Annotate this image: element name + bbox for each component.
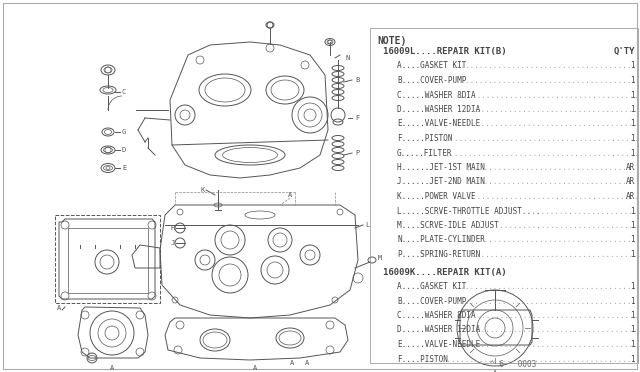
Text: ......................................................................: ........................................… xyxy=(451,282,640,291)
Text: F.....PISTON: F.....PISTON xyxy=(397,134,452,143)
Text: ..................................................................: ........................................… xyxy=(462,326,640,334)
Text: B....COVER-PUMP: B....COVER-PUMP xyxy=(397,76,467,85)
Text: 1: 1 xyxy=(630,355,635,363)
Text: AR: AR xyxy=(626,177,635,186)
Text: ......................................................................: ........................................… xyxy=(451,296,640,305)
Text: ...............................................: ........................................… xyxy=(508,206,640,215)
Text: ..................................................................: ........................................… xyxy=(462,250,640,259)
Text: M: M xyxy=(378,255,382,261)
Text: P: P xyxy=(355,150,359,156)
Text: 16009L....REPAIR KIT(B): 16009L....REPAIR KIT(B) xyxy=(383,47,507,56)
Text: A: A xyxy=(253,365,257,371)
Bar xyxy=(68,228,148,293)
Text: F: F xyxy=(355,115,359,121)
Text: ...................................................................: ........................................… xyxy=(458,90,640,99)
Text: 1: 1 xyxy=(630,235,635,244)
Text: F....PISTON: F....PISTON xyxy=(397,355,448,363)
Text: N....PLATE-CYLINDER: N....PLATE-CYLINDER xyxy=(397,235,485,244)
Text: .................................................................: ........................................… xyxy=(465,177,640,186)
Text: B....COVER-PUMP: B....COVER-PUMP xyxy=(397,296,467,305)
Text: 1: 1 xyxy=(630,134,635,143)
Text: ...................................................................: ........................................… xyxy=(458,192,640,201)
Text: 1: 1 xyxy=(630,119,635,128)
Text: ^ 6   0003: ^ 6 0003 xyxy=(490,360,536,369)
Text: NOTE): NOTE) xyxy=(377,36,406,46)
Text: 1: 1 xyxy=(630,221,635,230)
Text: E: E xyxy=(122,165,126,171)
Text: K.....POWER VALVE: K.....POWER VALVE xyxy=(397,192,476,201)
Text: D.....WASHER 12DIA: D.....WASHER 12DIA xyxy=(397,326,480,334)
Text: ..................................................................: ........................................… xyxy=(462,105,640,114)
Text: H: H xyxy=(171,225,175,231)
Text: ............................................................: ........................................… xyxy=(476,221,640,230)
Text: 1: 1 xyxy=(630,61,635,71)
Text: ..........................................................................: ........................................… xyxy=(440,134,640,143)
Text: 1: 1 xyxy=(630,296,635,305)
Text: C: C xyxy=(122,89,126,95)
Text: D: D xyxy=(122,147,126,153)
Text: J: J xyxy=(171,240,175,246)
Text: L: L xyxy=(365,222,369,228)
Text: K: K xyxy=(201,187,205,193)
Text: A: A xyxy=(305,360,309,366)
Text: C.....WASHER 8DIA: C.....WASHER 8DIA xyxy=(397,311,476,320)
Text: Q'TY: Q'TY xyxy=(614,47,635,56)
Text: .................................................................: ........................................… xyxy=(465,235,640,244)
Text: A: A xyxy=(290,360,294,366)
Text: M....SCRVE-IDLE ADJUST: M....SCRVE-IDLE ADJUST xyxy=(397,221,499,230)
Text: .................................................................: ........................................… xyxy=(465,163,640,172)
Text: D.....WASHER 12DIA: D.....WASHER 12DIA xyxy=(397,105,480,114)
Text: 1: 1 xyxy=(630,90,635,99)
Text: 1: 1 xyxy=(630,250,635,259)
Bar xyxy=(55,215,160,303)
Text: 1: 1 xyxy=(630,311,635,320)
Text: A: A xyxy=(110,365,114,371)
Text: A....GASKET KIT: A....GASKET KIT xyxy=(397,61,467,71)
Text: 1: 1 xyxy=(630,148,635,157)
Text: ..................................................................: ........................................… xyxy=(462,119,640,128)
Text: A: A xyxy=(288,192,292,198)
Text: L.....SCRVE-THROTTLE ADJUST....: L.....SCRVE-THROTTLE ADJUST.... xyxy=(397,206,540,215)
Text: C.....WASHER 8DIA: C.....WASHER 8DIA xyxy=(397,90,476,99)
Text: P....SPRING-RETURN: P....SPRING-RETURN xyxy=(397,250,480,259)
Text: 1: 1 xyxy=(630,76,635,85)
Text: B: B xyxy=(355,77,359,83)
Text: ............................................................................: ........................................… xyxy=(437,355,640,363)
Text: E.....VALVE-NEEDLE: E.....VALVE-NEEDLE xyxy=(397,340,480,349)
Text: A: A xyxy=(493,370,497,372)
Text: E.....VALVE-NEEDLE: E.....VALVE-NEEDLE xyxy=(397,119,480,128)
Text: 1: 1 xyxy=(630,340,635,349)
Text: ..................................................................: ........................................… xyxy=(462,340,640,349)
Text: A: A xyxy=(57,305,61,311)
Text: G: G xyxy=(122,129,126,135)
Text: ......................................................................: ........................................… xyxy=(451,61,640,71)
Text: AR: AR xyxy=(626,192,635,201)
Text: ...................................................................: ........................................… xyxy=(458,311,640,320)
Text: N: N xyxy=(345,55,349,61)
Text: 1: 1 xyxy=(630,326,635,334)
Text: ..........................................................................: ........................................… xyxy=(440,148,640,157)
Text: ......................................................................: ........................................… xyxy=(451,76,640,85)
Text: 1: 1 xyxy=(630,282,635,291)
Text: 1: 1 xyxy=(630,206,635,215)
Text: 1: 1 xyxy=(630,105,635,114)
Text: J......JET-2ND MAIN: J......JET-2ND MAIN xyxy=(397,177,485,186)
Text: 16009K....REPAIR KIT(A): 16009K....REPAIR KIT(A) xyxy=(383,267,507,276)
Text: AR: AR xyxy=(626,163,635,172)
Text: G.....FILTER: G.....FILTER xyxy=(397,148,452,157)
Text: H......JET-1ST MAIN: H......JET-1ST MAIN xyxy=(397,163,485,172)
Text: A....GASKET KIT: A....GASKET KIT xyxy=(397,282,467,291)
Bar xyxy=(370,28,638,363)
